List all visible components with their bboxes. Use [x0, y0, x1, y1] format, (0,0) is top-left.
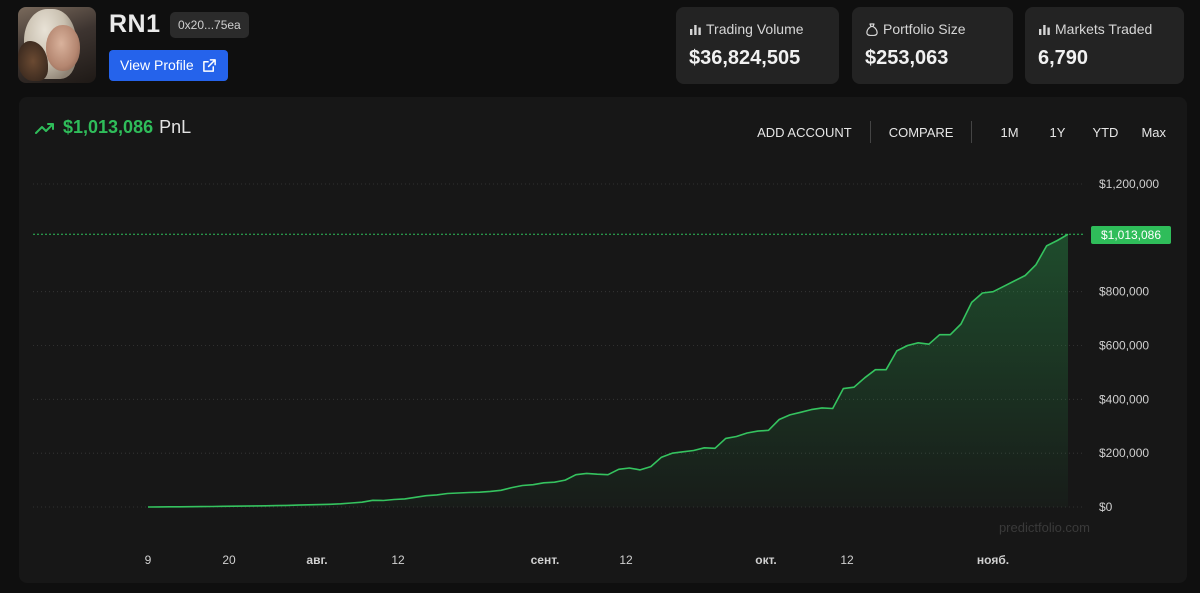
pnl-area — [148, 234, 1068, 508]
pnl-line — [147, 233, 1069, 508]
y-tick-label: $600,000 — [1099, 339, 1149, 353]
stat-card-trading-volume: Trading Volume $36,824,505 — [676, 7, 839, 84]
x-tick-label: 9 — [145, 553, 152, 567]
y-tick-label: $800,000 — [1099, 285, 1149, 299]
y-tick-label: $400,000 — [1099, 392, 1149, 406]
view-profile-button[interactable]: View Profile — [109, 50, 228, 81]
add-account-button[interactable]: ADD ACCOUNT — [757, 124, 852, 140]
chart-controls: ADD ACCOUNT COMPARE 1M 1Y YTD Max — [757, 121, 1166, 143]
stat-value: $253,063 — [865, 47, 949, 69]
last-value-badge: $1,013,086 — [1091, 226, 1171, 244]
x-tick-label: 12 — [619, 553, 633, 567]
pnl-summary: $1,013,086 PnL — [35, 117, 191, 138]
divider — [971, 121, 973, 143]
profile-header: RN1 0x20...75ea View Profile Trading Vol… — [0, 0, 1200, 96]
money-bag-icon — [866, 22, 878, 36]
profile-name: RN1 — [109, 10, 161, 38]
x-tick-label: 20 — [222, 553, 236, 567]
watermark: predictfolio.com — [999, 520, 1090, 535]
stat-value: $36,824,505 — [689, 47, 801, 69]
x-tick-label: нояб. — [977, 553, 1009, 567]
x-tick-label: 12 — [391, 553, 405, 567]
external-link-icon — [203, 59, 216, 72]
range-1y-button[interactable]: 1Y — [1049, 124, 1066, 140]
compare-button[interactable]: COMPARE — [888, 124, 954, 140]
view-profile-label: View Profile — [120, 57, 194, 73]
x-tick-label: 12 — [840, 553, 854, 567]
x-tick-label: окт. — [755, 553, 777, 567]
stat-card-portfolio-size: Portfolio Size $253,063 — [852, 7, 1013, 84]
stat-label: Markets Traded — [1055, 21, 1153, 37]
divider — [869, 121, 871, 143]
pnl-amount: $1,013,086 — [63, 117, 154, 137]
wallet-address-badge[interactable]: 0x20...75ea — [170, 12, 249, 38]
y-tick-label: $200,000 — [1099, 446, 1149, 460]
bar-chart-icon — [1039, 24, 1050, 35]
range-ytd-button[interactable]: YTD — [1092, 124, 1119, 140]
avatar — [18, 7, 96, 83]
stat-value: 6,790 — [1038, 47, 1089, 69]
x-tick-label: авг. — [306, 553, 327, 567]
x-tick-label: сент. — [531, 553, 560, 567]
stat-card-markets-traded: Markets Traded 6,790 — [1025, 7, 1184, 84]
range-1m-button[interactable]: 1M — [1000, 124, 1019, 140]
trending-up-icon — [35, 122, 54, 134]
last-value-label: $1,013,086 — [1101, 228, 1161, 242]
stat-label: Portfolio Size — [883, 21, 966, 37]
y-tick-label: $0 — [1099, 500, 1113, 514]
bar-chart-icon — [690, 24, 701, 35]
stat-label: Trading Volume — [706, 21, 804, 37]
y-tick-label: $1,200,000 — [1099, 177, 1159, 191]
pnl-label: PnL — [159, 117, 192, 137]
range-max-button[interactable]: Max — [1141, 124, 1166, 140]
